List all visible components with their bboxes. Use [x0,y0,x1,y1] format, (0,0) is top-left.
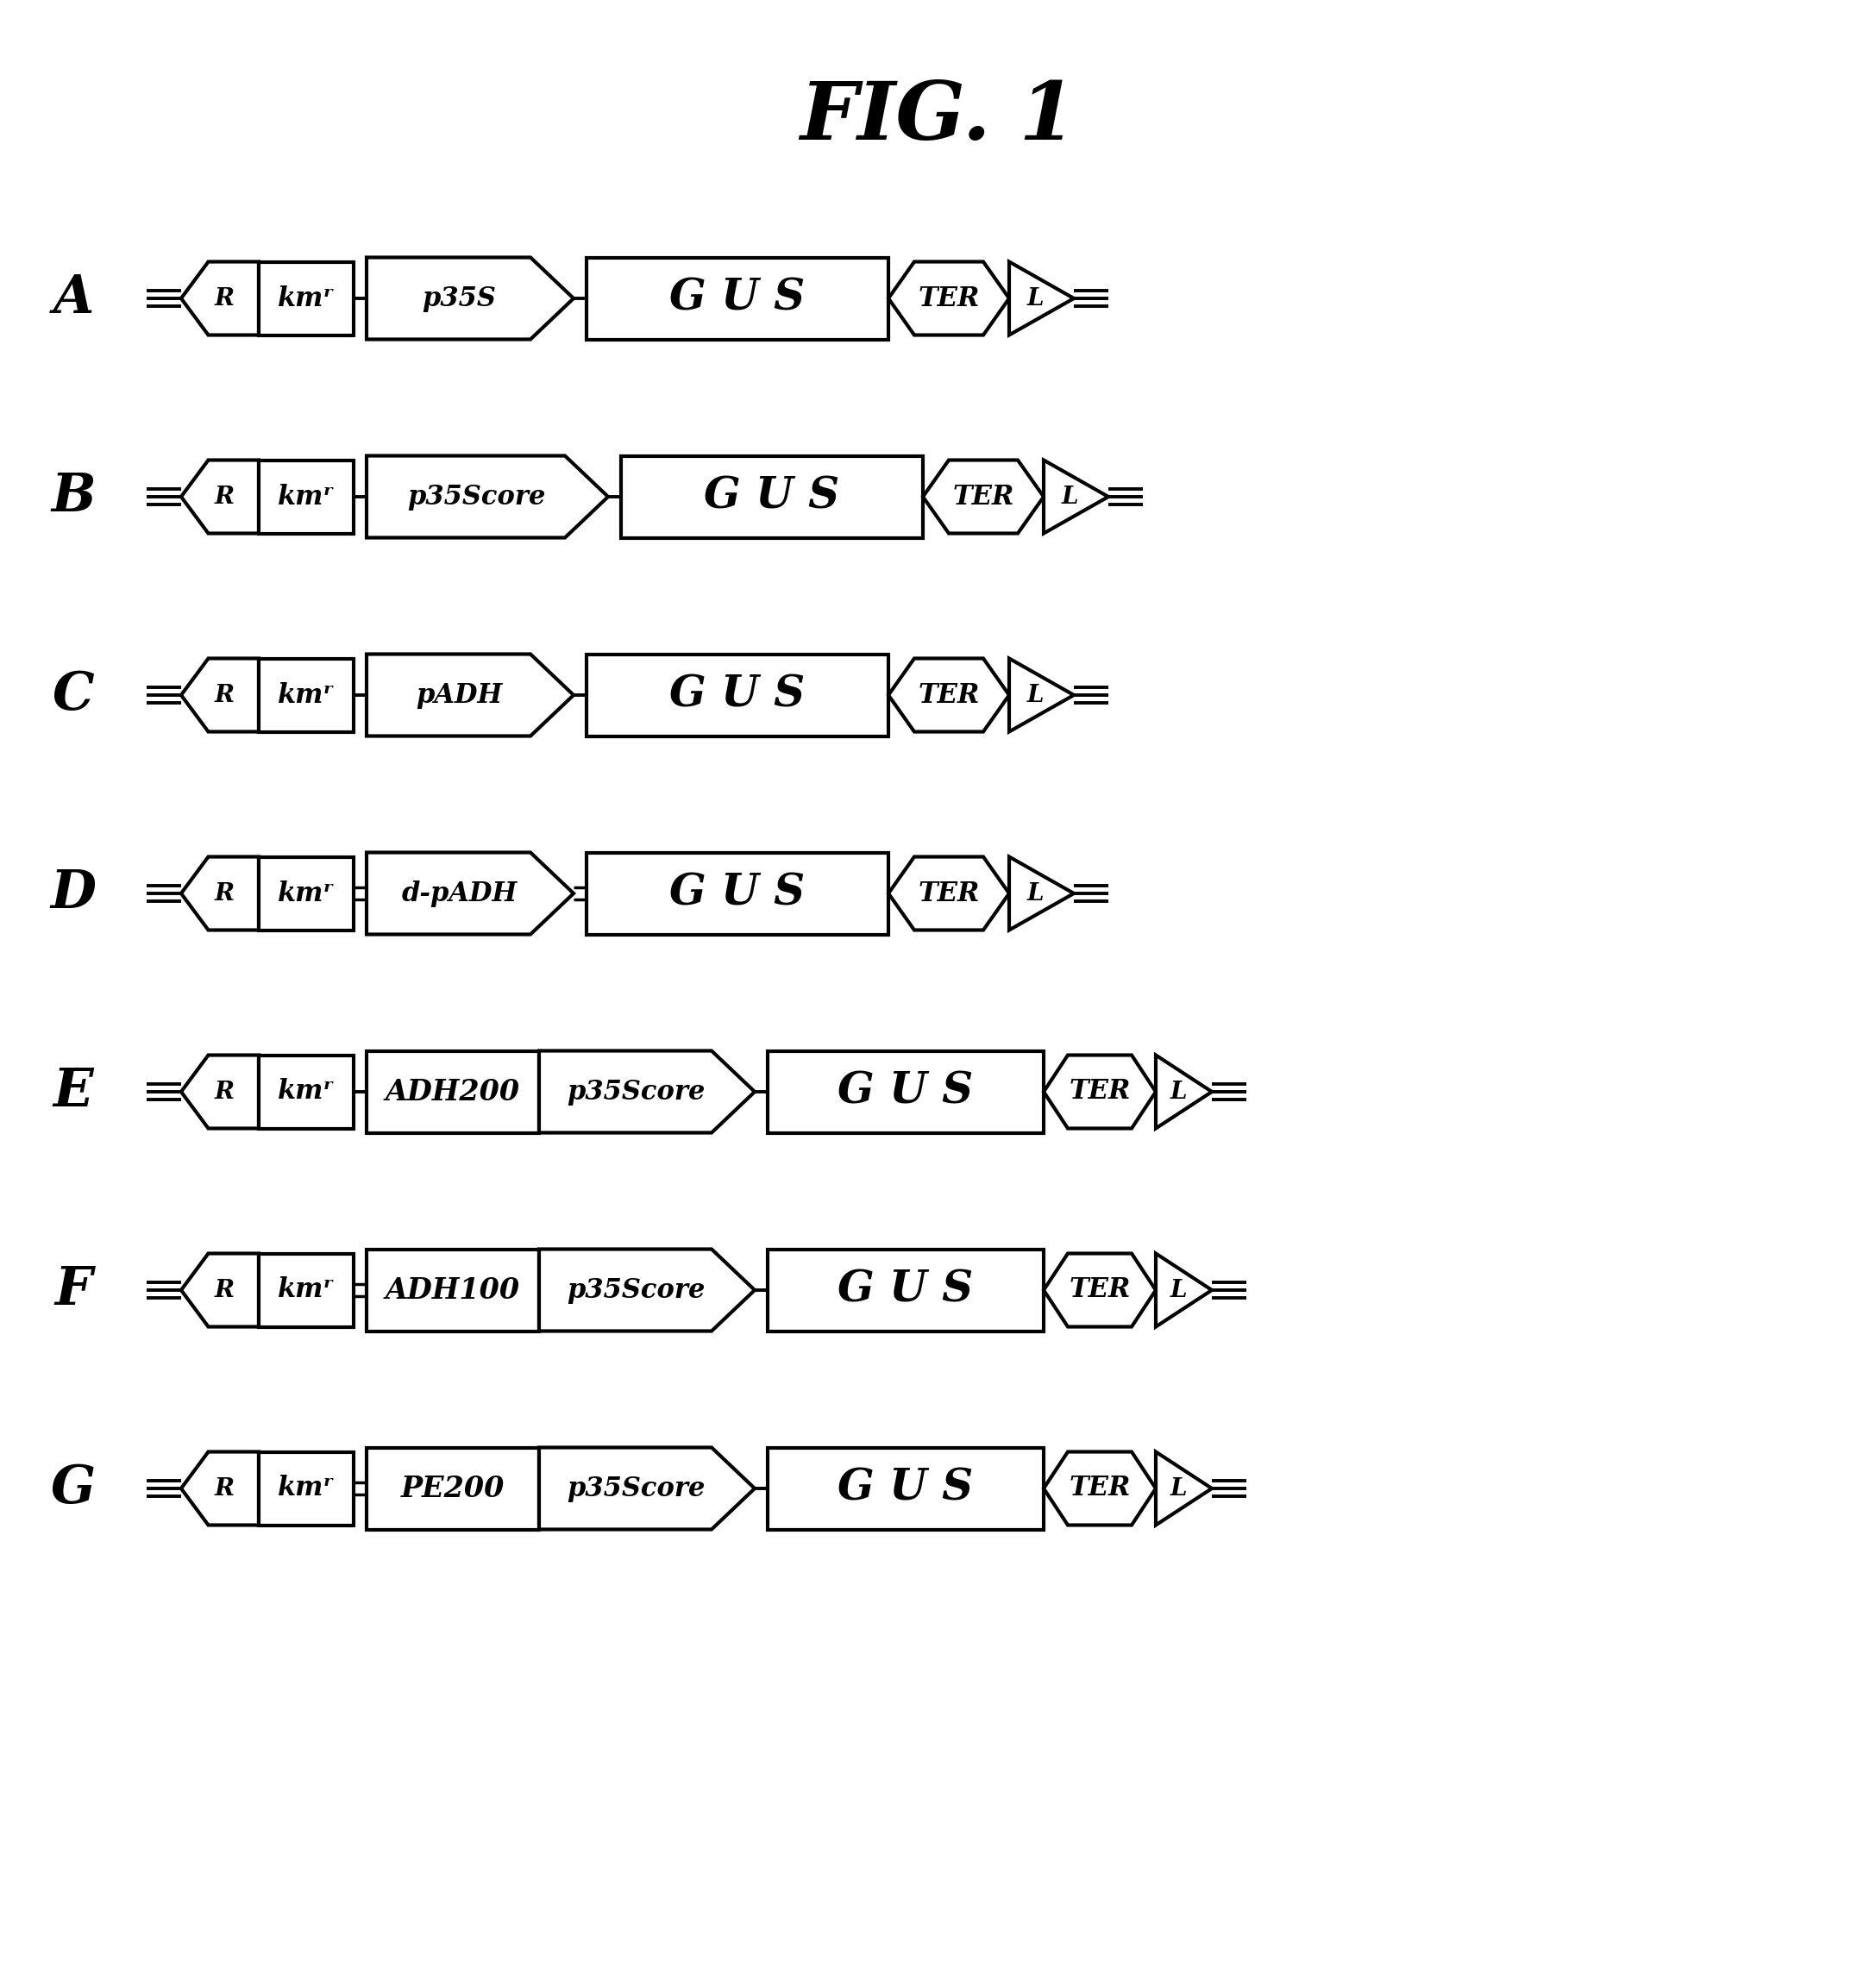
Text: R: R [214,485,234,509]
Text: L: L [1171,1279,1188,1301]
Bar [259,1451,355,1525]
Text: G U S: G U S [670,277,805,319]
Text: TER: TER [1069,1277,1131,1303]
Polygon shape [366,455,608,539]
Polygon shape [1043,459,1109,533]
Text: E: E [53,1065,94,1117]
Text: p35Score: p35Score [407,483,546,511]
Bar [259,1253,355,1327]
Text: ADH100: ADH100 [385,1275,520,1305]
Polygon shape [366,653,574,737]
Text: TER: TER [917,285,979,311]
Bar [259,857,355,931]
Text: R: R [214,683,234,707]
Polygon shape [1009,261,1073,335]
Polygon shape [889,261,1009,335]
Text: L: L [1026,287,1043,311]
Text: D: D [51,867,96,919]
Text: kmʳ: kmʳ [278,1277,334,1303]
Text: R: R [214,1081,234,1103]
Text: pADH: pADH [416,681,503,709]
Polygon shape [1156,1253,1212,1327]
Text: R: R [214,1279,234,1301]
Text: kmʳ: kmʳ [278,879,334,907]
Polygon shape [1156,1451,1212,1525]
Bar [259,1055,355,1129]
Text: kmʳ: kmʳ [278,483,334,511]
Polygon shape [182,857,259,931]
Bar [767,1447,1043,1529]
Text: TER: TER [917,879,979,907]
Bar [587,853,889,935]
Text: L: L [1062,485,1079,509]
Text: TER: TER [917,681,979,709]
Polygon shape [889,659,1009,733]
Text: L: L [1026,683,1043,707]
Bar [259,659,355,733]
Bar [366,1051,538,1133]
Polygon shape [1043,1253,1156,1327]
Polygon shape [1009,857,1073,931]
Polygon shape [923,459,1043,533]
Polygon shape [182,1055,259,1129]
Polygon shape [182,1253,259,1327]
Text: kmʳ: kmʳ [278,1475,334,1501]
Text: G U S: G U S [839,1269,974,1311]
Text: G U S: G U S [839,1071,974,1113]
Polygon shape [1009,659,1073,733]
Text: G U S: G U S [670,673,805,717]
Polygon shape [182,459,259,533]
Text: L: L [1171,1477,1188,1501]
Text: G: G [51,1463,96,1515]
Text: G U S: G U S [704,475,840,519]
Text: d-pADH: d-pADH [401,879,518,907]
Text: p35Score: p35Score [567,1277,705,1303]
Text: B: B [51,471,96,523]
Bar [621,455,923,539]
Text: C: C [53,669,94,721]
Polygon shape [366,853,574,935]
Text: TER: TER [953,483,1015,511]
Polygon shape [1043,1451,1156,1525]
Text: ADH200: ADH200 [385,1077,520,1107]
Text: R: R [214,881,234,905]
Text: p35S: p35S [422,285,497,311]
Bar [366,1249,538,1331]
Text: PE200: PE200 [401,1475,505,1503]
Text: G U S: G U S [839,1467,974,1509]
Polygon shape [1043,1055,1156,1129]
Polygon shape [1156,1055,1212,1129]
Polygon shape [182,1451,259,1525]
Text: TER: TER [1069,1475,1131,1501]
Polygon shape [182,261,259,335]
Text: p35Score: p35Score [567,1475,705,1501]
Bar [587,257,889,339]
Text: G U S: G U S [670,873,805,915]
Text: R: R [214,287,234,311]
Polygon shape [538,1051,754,1133]
Bar [587,653,889,737]
Bar [767,1249,1043,1331]
Polygon shape [538,1249,754,1331]
Polygon shape [889,857,1009,931]
Text: kmʳ: kmʳ [278,681,334,709]
Text: R: R [214,1477,234,1501]
Text: p35Score: p35Score [567,1079,705,1105]
Bar [259,261,355,335]
Polygon shape [538,1447,754,1529]
Text: L: L [1026,881,1043,905]
Bar [259,459,355,533]
Text: FIG. 1: FIG. 1 [799,79,1077,156]
Polygon shape [182,659,259,733]
Text: F: F [54,1265,92,1317]
Bar [767,1051,1043,1133]
Text: L: L [1171,1081,1188,1103]
Bar [366,1447,538,1529]
Text: kmʳ: kmʳ [278,1079,334,1105]
Text: TER: TER [1069,1079,1131,1105]
Text: kmʳ: kmʳ [278,285,334,311]
Text: A: A [53,273,94,325]
Polygon shape [366,257,574,339]
